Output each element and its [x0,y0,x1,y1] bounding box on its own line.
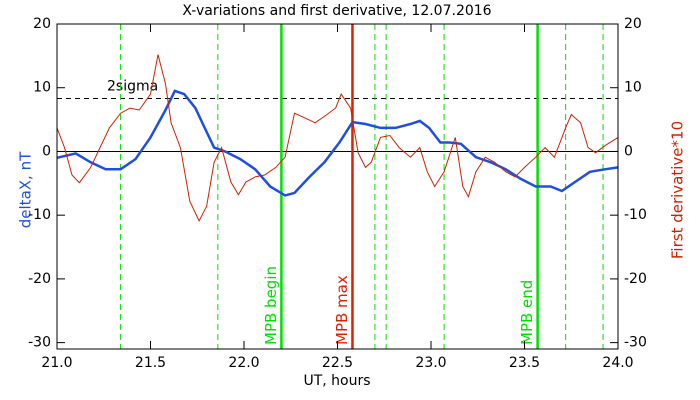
series-line [56,54,619,223]
x-axis-label: UT, hours [303,373,370,389]
x-tick-label: 22.5 [322,355,353,371]
y2-tick-label: 0 [624,143,633,159]
x-tick-label: 22.0 [228,355,259,371]
y-tick-label: -20 [28,271,51,287]
x-tick-label: 23.5 [509,355,540,371]
y-tick-label: 10 [33,80,51,96]
y-tick-label: -10 [28,207,51,223]
x-tick-label: 21.0 [41,355,72,371]
x-tick-label: 21.5 [135,355,166,371]
chart-title: X-variations and first derivative, 12.07… [182,3,491,19]
event-label: MPB begin [262,266,280,345]
y2-tick-label: -20 [624,271,647,287]
y-axis-label: deltaX, nT [17,151,35,228]
y2-tick-label: 20 [624,16,642,32]
y-tick-label: 0 [42,143,51,159]
y2-axis-label: First derivative*10 [669,121,687,259]
y2-tick-label: -10 [624,207,647,223]
event-label: MPB max [333,275,351,345]
series-line [56,89,619,197]
y-tick-label: -30 [28,335,51,351]
reference-label: 2sigma [107,79,158,95]
y2-tick-label: 10 [624,80,642,96]
y2-tick-label: -30 [624,335,647,351]
x-tick-label: 23.0 [415,355,446,371]
y-tick-label: 20 [33,16,51,32]
event-label: MPB end [518,280,536,345]
x-tick-label: 24.0 [602,355,633,371]
